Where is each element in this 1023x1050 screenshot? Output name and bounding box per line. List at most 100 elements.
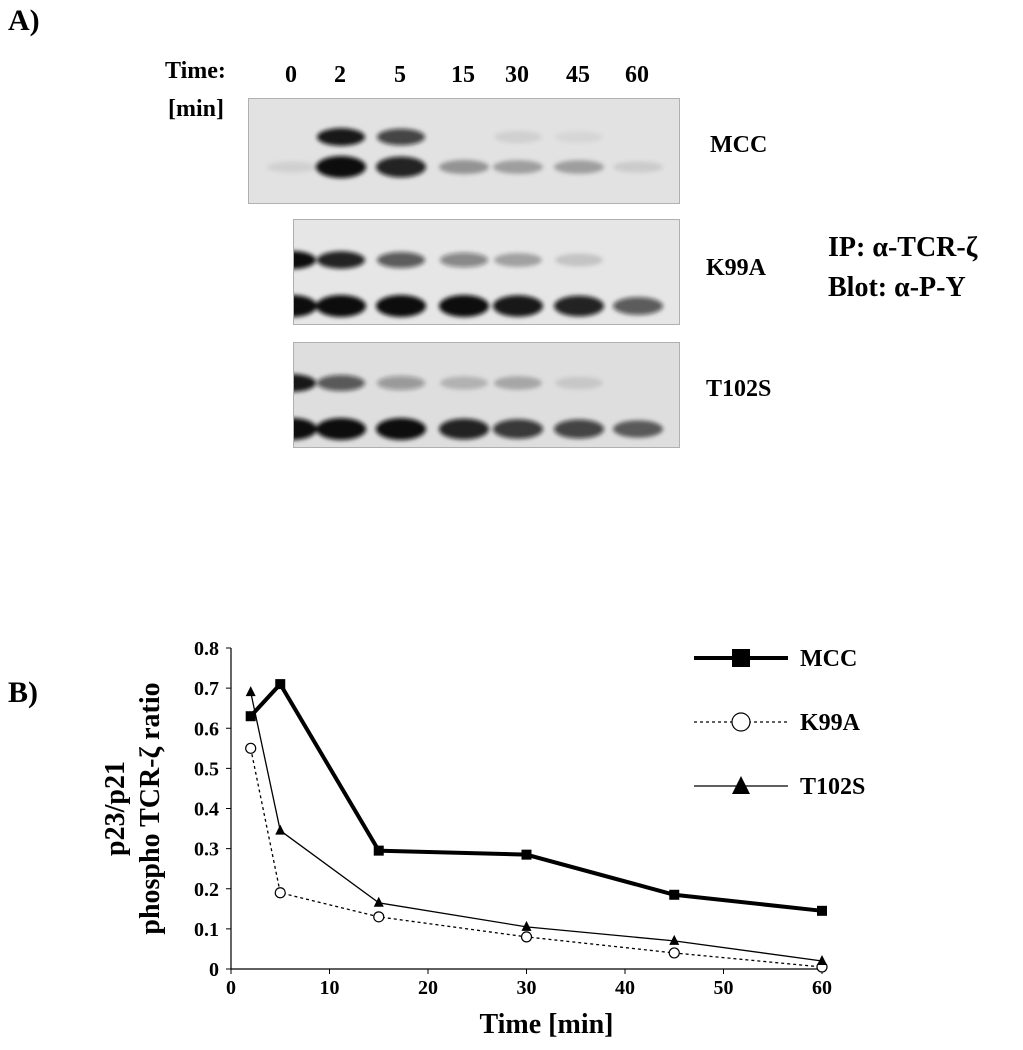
band-p21 — [493, 419, 543, 439]
band-p21 — [554, 419, 604, 439]
lane-label: 2 — [334, 62, 346, 88]
band-p23 — [494, 376, 542, 390]
x-tick-label: 10 — [320, 977, 340, 999]
data-point-square — [521, 849, 532, 860]
western-blot-k99a — [293, 219, 680, 325]
band-p23 — [317, 128, 365, 146]
band-p23 — [555, 253, 603, 267]
legend-label-mcc: MCC — [800, 646, 857, 672]
band-p21 — [439, 295, 489, 317]
data-point-open-circle — [245, 742, 257, 754]
y-tick-label: 0.6 — [194, 718, 219, 740]
band-p23 — [317, 251, 365, 269]
series-line-mcc — [249, 680, 823, 913]
x-tick-label: 30 — [517, 977, 537, 999]
band-p21 — [613, 420, 663, 438]
band-p21 — [554, 295, 604, 317]
y-axis-title-line2: phospho TCR-ζ ratio — [135, 682, 166, 934]
band-p21 — [294, 418, 317, 440]
band-p21 — [493, 295, 543, 317]
y-tick-label: 0.7 — [194, 678, 219, 700]
band-p21 — [376, 418, 426, 440]
band-p21 — [613, 161, 663, 173]
band-p21 — [376, 295, 426, 317]
band-p21 — [316, 295, 366, 317]
data-point-square — [275, 679, 286, 690]
panel-a-label: A) — [8, 4, 40, 37]
band-p23 — [377, 128, 425, 146]
blot-antibody-label: Blot: α-P-Y — [828, 272, 966, 303]
x-tick-label: 20 — [418, 977, 438, 999]
band-p21 — [316, 418, 366, 440]
lane-label: 15 — [451, 62, 475, 88]
band-p23 — [494, 253, 542, 267]
band-p21 — [267, 161, 317, 173]
legend-label-k99a: K99A — [800, 710, 861, 736]
data-point-triangle — [521, 920, 532, 931]
band-p21 — [554, 160, 604, 174]
y-tick-label: 0.5 — [194, 758, 219, 780]
y-tick-label: 0.3 — [194, 839, 219, 861]
western-blot-mcc — [248, 98, 680, 204]
y-tick-label: 0.8 — [194, 638, 219, 660]
legend-label-t102s: T102S — [800, 774, 865, 800]
y-tick-label: 0.2 — [194, 879, 219, 901]
panel-b-label: B) — [8, 676, 38, 709]
y-tick-label: 0.4 — [194, 799, 219, 821]
data-point-triangle — [373, 896, 384, 907]
data-point-open-circle — [274, 887, 286, 899]
lane-label: 60 — [625, 62, 649, 88]
data-point-open-circle — [668, 947, 680, 959]
blot-label-k99a: K99A — [706, 255, 766, 281]
x-axis-title: Time [min] — [479, 1009, 613, 1040]
data-point-open-circle — [520, 931, 533, 943]
x-tick-label: 0 — [226, 977, 236, 999]
series-line-t102s — [250, 692, 823, 962]
band-p23 — [555, 376, 603, 390]
data-point-triangle — [245, 686, 256, 697]
band-p21 — [294, 295, 317, 317]
ratio-line-chart: 0 0.1 0.2 0.3 0.4 0.5 0.6 0.7 0.8 0 10 20 30 40 50 60 Ti… — [100, 638, 865, 1040]
band-p23 — [294, 374, 316, 392]
x-tick-label: 40 — [615, 977, 635, 999]
y-tick-label: 0.1 — [194, 919, 219, 941]
data-point-square — [245, 711, 256, 722]
data-point-triangle — [817, 954, 827, 965]
band-p23 — [294, 251, 316, 269]
immunoprecipitation-label: IP: α-TCR-ζ — [828, 232, 978, 263]
y-axis-title-line1: p23/p21 — [100, 761, 131, 856]
lane-label: 0 — [285, 62, 297, 88]
x-tick-label: 50 — [714, 977, 734, 999]
band-p23 — [317, 375, 365, 391]
lane-label: 5 — [394, 62, 406, 88]
blot-label-mcc: MCC — [710, 132, 768, 158]
x-tick-label: 60 — [812, 977, 832, 999]
series-line-k99a — [250, 748, 823, 968]
band-p21 — [493, 160, 543, 174]
data-point-square — [669, 889, 680, 900]
data-point-open-circle — [731, 712, 751, 732]
western-blot-t102s — [293, 342, 680, 448]
data-point-square — [732, 649, 750, 667]
lane-label: 45 — [566, 62, 590, 88]
band-p23 — [377, 375, 425, 391]
data-point-square — [373, 845, 384, 856]
lane-label: 30 — [505, 62, 529, 88]
band-p23 — [555, 130, 603, 144]
band-p21 — [439, 418, 489, 440]
data-point-triangle — [732, 776, 750, 794]
data-point-triangle — [669, 934, 680, 945]
data-point-square — [817, 905, 827, 916]
band-p23 — [440, 376, 488, 390]
time-axis-label: Time: — [165, 58, 226, 84]
blot-label-t102s: T102S — [706, 376, 772, 402]
band-p21 — [376, 156, 426, 178]
band-p21 — [613, 297, 663, 315]
band-p23 — [377, 252, 425, 268]
data-point-triangle — [275, 824, 286, 835]
band-p21 — [316, 156, 366, 178]
band-p23 — [440, 252, 488, 268]
y-tick-label: 0 — [209, 959, 219, 981]
band-p21 — [439, 159, 489, 175]
time-unit-label: [min] — [168, 96, 224, 122]
